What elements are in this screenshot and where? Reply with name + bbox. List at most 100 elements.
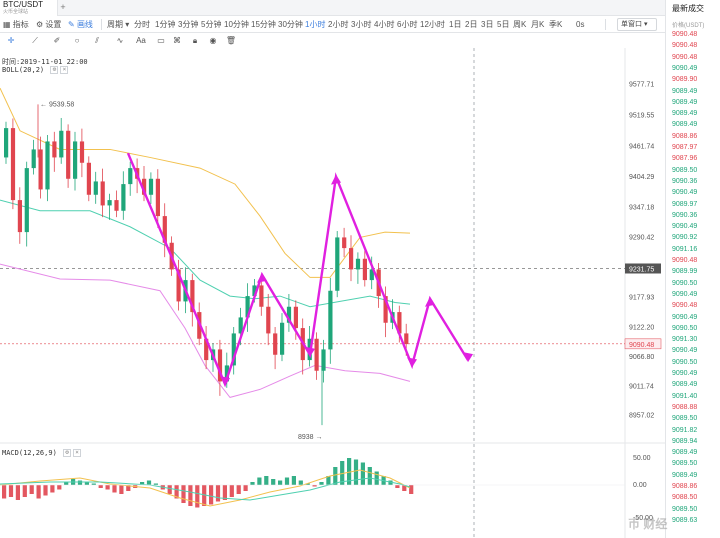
- candle: [321, 339, 326, 383]
- lock-tool-icon[interactable]: 🔒︎: [192, 36, 198, 45]
- crosshair-tool-icon[interactable]: ✛: [7, 36, 15, 45]
- text-tool-icon[interactable]: Aa: [136, 36, 146, 45]
- period-dropdown[interactable]: 周期 ▾: [107, 20, 130, 29]
- kline-chart[interactable]: 9577.71 9519.55 9461.74 9404.29 9347.18 9290.…: [0, 48, 665, 538]
- candles: [4, 104, 409, 426]
- candle: [73, 131, 78, 191]
- macd-histogram-bar: [278, 480, 283, 485]
- trade-price: 9089.50: [672, 460, 698, 468]
- macd-histogram-bar: [340, 461, 345, 485]
- candle: [204, 325, 209, 370]
- delete-tool-icon[interactable]: 🗑︎: [225, 36, 237, 45]
- magnet-tool-icon[interactable]: ⌘: [173, 36, 181, 45]
- low-annotation: 8938 →: [298, 434, 323, 441]
- trade-price: 9090.48: [672, 302, 698, 310]
- period-month[interactable]: 月K: [531, 20, 545, 29]
- wave-tool-icon[interactable]: ∿: [116, 36, 124, 45]
- period-timeshare[interactable]: 分时: [134, 20, 150, 29]
- crosshair-price-tag: [625, 263, 661, 274]
- period-15min[interactable]: 15分钟: [251, 20, 276, 29]
- period-10min[interactable]: 10分钟: [224, 20, 249, 29]
- trade-price: 9090.48: [672, 31, 698, 38]
- period-2d[interactable]: 2日: [465, 20, 478, 29]
- panel-title: 最新成交: [672, 4, 704, 13]
- candle-body: [17, 200, 22, 233]
- draw-line-icon: ✎: [68, 20, 75, 29]
- visibility-tool-icon[interactable]: ◉: [209, 36, 217, 45]
- indicator-settings-icon[interactable]: ⚙: [63, 449, 72, 457]
- settings-button[interactable]: ⚙ 设置: [36, 20, 62, 29]
- macd-histogram-bar: [312, 485, 317, 487]
- trade-price: 9088.50: [672, 494, 698, 502]
- candle: [342, 227, 347, 258]
- period-3min[interactable]: 3分钟: [178, 20, 199, 29]
- candle: [335, 231, 340, 298]
- close-icon[interactable]: ×: [73, 449, 82, 457]
- macd-histogram-bar: [298, 480, 303, 485]
- candle-body: [238, 317, 243, 334]
- indicator-settings-icon[interactable]: ⚙: [50, 66, 59, 74]
- arrow-head-icon: [331, 174, 341, 185]
- period-3d[interactable]: 3日: [481, 20, 494, 29]
- boll-indicator-row: BOLL(20,2) ⚙ ×: [2, 66, 69, 75]
- trade-price: 9089.49: [672, 449, 698, 457]
- period-1h[interactable]: 1小时: [305, 20, 326, 29]
- tab-btc-usdt[interactable]: BTC/USDT 火币全球站: [0, 0, 58, 16]
- parallel-channel-tool-icon[interactable]: ⫽: [95, 36, 99, 45]
- period-12h[interactable]: 12小时: [420, 20, 445, 29]
- macd-histogram-bar: [77, 480, 83, 485]
- trade-price: 9090.36: [672, 177, 698, 185]
- candle-body: [24, 168, 29, 233]
- add-tab-button[interactable]: +: [60, 2, 66, 12]
- candle-body: [383, 296, 388, 323]
- draw-line-button[interactable]: ✎ 画线: [68, 20, 93, 29]
- period-30min[interactable]: 30分钟: [278, 20, 303, 29]
- period-5min[interactable]: 5分钟: [201, 20, 222, 29]
- candle: [66, 124, 71, 188]
- price-axis-label: 9290.42: [629, 235, 654, 242]
- trade-price: 9087.96: [672, 155, 698, 163]
- macd-axis-label: 50.00: [633, 455, 651, 462]
- macd-histogram-bar: [305, 483, 310, 485]
- period-2h[interactable]: 2小时: [328, 20, 349, 29]
- period-5d[interactable]: 5日: [497, 20, 510, 29]
- trade-price: 9089.49: [672, 87, 698, 95]
- candle-body: [335, 237, 340, 291]
- window-mode-select[interactable]: 单窗口 ▾: [617, 18, 657, 31]
- candle: [162, 203, 167, 258]
- candle-body: [280, 322, 285, 355]
- trade-price: 9090.50: [672, 324, 698, 332]
- period-4h[interactable]: 4小时: [374, 20, 395, 29]
- pen-tool-icon[interactable]: ✐: [53, 36, 61, 45]
- candle: [52, 131, 57, 172]
- trade-price: 9089.50: [672, 415, 698, 423]
- trade-price: 9089.63: [672, 516, 698, 524]
- candle-body: [10, 128, 16, 201]
- trade-price: 9089.49: [672, 110, 698, 118]
- candle-body: [204, 338, 209, 361]
- trade-price: 9090.49: [672, 347, 698, 355]
- settings-icon: ⚙: [36, 20, 44, 29]
- period-6h[interactable]: 6小时: [397, 20, 418, 29]
- candle-body: [362, 258, 367, 281]
- period-quarter[interactable]: 季K: [549, 20, 563, 29]
- ruler-tool-icon[interactable]: ▭: [157, 36, 165, 45]
- circle-tool-icon[interactable]: ○: [74, 36, 80, 45]
- period-3h[interactable]: 3小时: [351, 20, 372, 29]
- period-1min[interactable]: 1分钟: [155, 20, 176, 29]
- trend-line-tool-icon[interactable]: ⟋: [32, 36, 38, 45]
- candle-body: [45, 141, 50, 190]
- macd-histogram-bar: [202, 485, 207, 506]
- period-week[interactable]: 周K: [513, 20, 527, 29]
- close-icon[interactable]: ×: [60, 66, 69, 74]
- candle: [4, 121, 9, 164]
- candle-body: [231, 333, 236, 366]
- candle: [355, 252, 361, 284]
- period-1d[interactable]: 1日: [449, 20, 462, 29]
- trade-price: 9089.50: [672, 166, 698, 174]
- indicator-button[interactable]: ▦ 指标: [3, 20, 29, 29]
- candle-body: [79, 141, 85, 163]
- trade-price: 9087.97: [672, 144, 698, 151]
- trade-price: 9088.86: [672, 132, 698, 140]
- candle-body: [155, 178, 160, 217]
